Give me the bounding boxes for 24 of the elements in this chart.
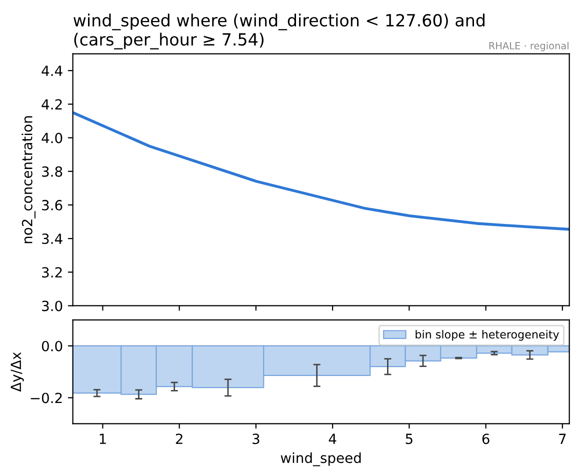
y-tick-label: 4.0	[42, 132, 62, 144]
x-tick-label: 4	[328, 434, 336, 444]
y-tick-label: 3.0	[42, 300, 62, 312]
line-series	[72, 111, 570, 231]
legend-label: bin slope ± heterogeneity	[416, 330, 559, 341]
y-tick-label: 3.4	[42, 234, 62, 244]
y-axis-title: Δy/Δx	[10, 352, 24, 392]
x-tick-label: 3	[252, 434, 260, 444]
x-tick-label: 5	[406, 434, 412, 444]
x-tick-label: 1	[100, 434, 106, 444]
x-tick-label: 7	[559, 434, 566, 444]
y-tick-label: 4.4	[42, 66, 62, 76]
y-tick-label: 4.2	[42, 99, 62, 110]
y-tick-label: −0.2	[30, 392, 62, 404]
y-tick-label: 0.0	[42, 340, 62, 352]
y-tick-label: 3.8	[42, 166, 62, 177]
text: RHALE · regional	[489, 42, 568, 52]
x-tick-label: 2	[176, 434, 182, 444]
x-axis-title: wind_speed	[280, 452, 361, 466]
y-tick-label: 3.2	[42, 267, 62, 278]
y-tick-label: 3.6	[42, 200, 62, 210]
chart-title: wind_speed where (wind_direction < 127.60) and (cars_per_hour ≥ 7.54)	[74, 14, 484, 50]
x-tick-label: 6	[482, 434, 490, 444]
y-axis-title: no2_concentration	[22, 116, 36, 244]
